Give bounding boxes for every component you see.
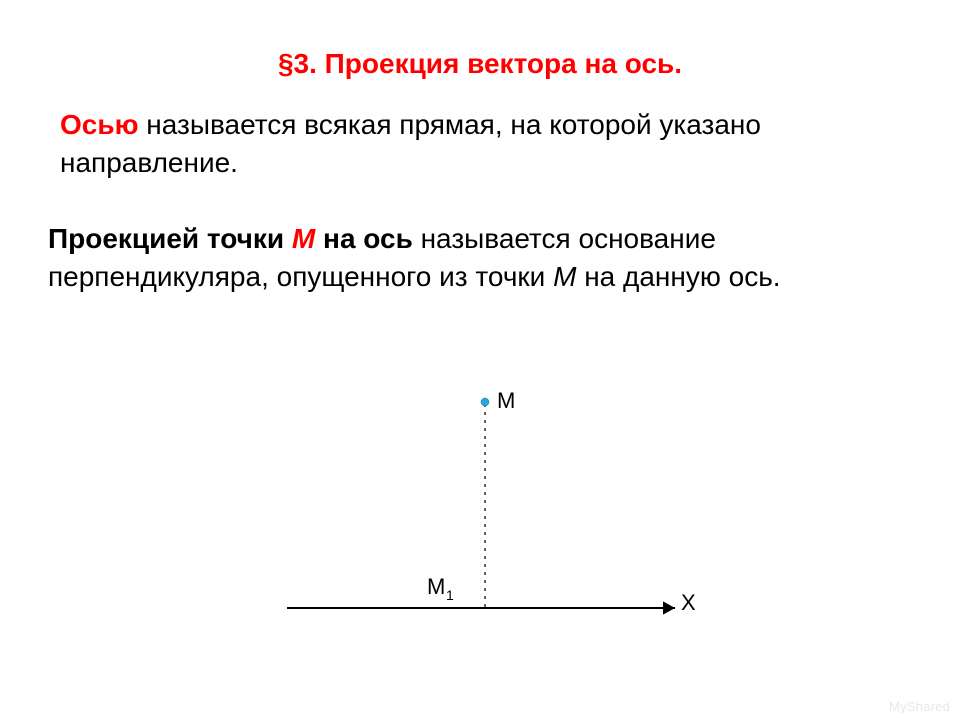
- term-axis: Осью: [60, 109, 138, 140]
- definition-axis-text: называется всякая прямая, на которой ука…: [60, 109, 761, 178]
- term-projection-mid: на ось: [315, 223, 413, 254]
- watermark: МуShared: [889, 699, 950, 714]
- svg-text:М: М: [497, 388, 515, 413]
- svg-text:X: X: [681, 590, 696, 615]
- svg-text:1: 1: [446, 587, 454, 603]
- svg-text:М: М: [427, 574, 445, 599]
- point-m-ref-1: М: [292, 223, 315, 254]
- point-m-ref-2: М: [553, 261, 576, 292]
- term-projection-prefix: Проекцией точки: [48, 223, 292, 254]
- definition-projection: Проекцией точки М на ось называется осно…: [48, 220, 918, 296]
- diagram-svg: XММ1: [275, 380, 705, 660]
- definition-axis: Осью называется всякая прямая, на которо…: [60, 106, 900, 182]
- section-title: §3. Проекция вектора на ось.: [0, 48, 960, 80]
- projection-diagram: XММ1: [275, 380, 705, 660]
- definition-projection-text-2: на данную ось.: [576, 261, 780, 292]
